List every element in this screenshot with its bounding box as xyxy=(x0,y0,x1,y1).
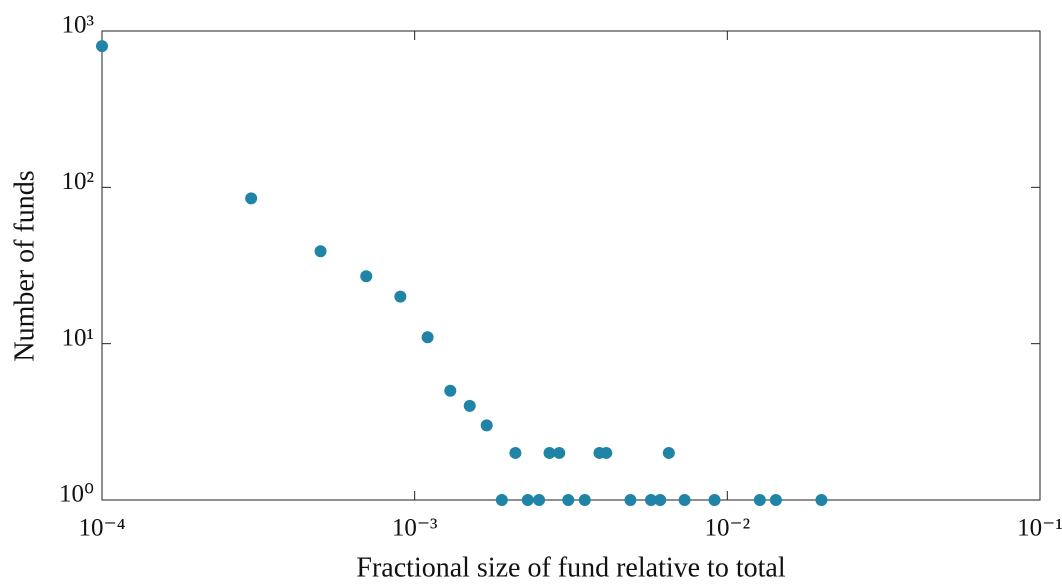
x-tick-label: 10⁻³ xyxy=(392,515,438,542)
point xyxy=(562,494,575,506)
point xyxy=(678,494,691,506)
point xyxy=(553,446,566,459)
point xyxy=(521,494,534,506)
x-tick-label: 10⁻⁴ xyxy=(79,515,126,542)
point xyxy=(245,192,258,205)
point xyxy=(815,494,828,506)
point xyxy=(96,40,108,53)
point xyxy=(543,446,556,459)
x-tick-label: 10⁻¹ xyxy=(1017,515,1062,542)
y-tick-label: 10⁰ xyxy=(59,481,94,508)
y-tick-label: 10³ xyxy=(62,12,95,39)
x-axis-label: Fractional size of fund relative to tota… xyxy=(356,552,785,583)
point xyxy=(769,494,782,506)
point xyxy=(314,245,327,258)
y-tick-label: 10² xyxy=(62,168,95,195)
point xyxy=(662,446,675,459)
y-tick-label: 10¹ xyxy=(62,324,95,351)
point xyxy=(495,494,508,506)
point xyxy=(578,494,591,506)
point xyxy=(533,494,546,506)
x-tick-label: 10⁻² xyxy=(704,515,750,542)
point xyxy=(421,331,434,344)
point xyxy=(394,290,407,303)
point xyxy=(753,494,766,506)
point xyxy=(624,494,637,506)
point xyxy=(600,446,613,459)
point xyxy=(654,494,667,506)
point xyxy=(444,384,457,397)
y-axis-label: Number of funds xyxy=(9,170,40,361)
point xyxy=(360,270,373,283)
plot-frame xyxy=(101,30,1041,501)
point xyxy=(509,446,522,459)
point xyxy=(708,494,721,506)
point xyxy=(645,494,658,506)
point xyxy=(480,419,493,432)
point xyxy=(463,399,476,412)
